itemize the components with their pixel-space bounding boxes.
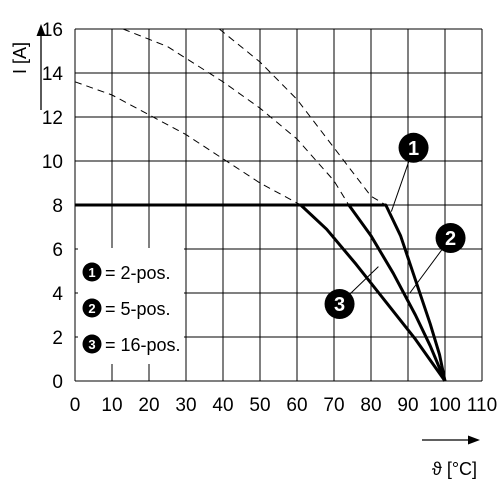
- y-tick-label: 0: [52, 372, 63, 393]
- dashed-curves: [74, 28, 387, 206]
- y-tick-label: 16: [42, 20, 63, 41]
- x-tick-label: 0: [70, 395, 81, 416]
- callout-marker-3: [324, 289, 355, 319]
- solid-curves: [75, 203, 447, 382]
- dashed-curve-2: [122, 28, 350, 206]
- legend-marker-label: 2: [88, 301, 95, 316]
- callout-label-1: 1: [408, 138, 419, 160]
- legend-entry: = 16-pos.: [105, 335, 181, 355]
- y-tick-label: 10: [42, 152, 63, 173]
- x-tick-label: 90: [397, 395, 418, 416]
- legend-entry: = 2-pos.: [105, 263, 171, 283]
- x-tick-labels: 0 10 20 30 40 50 60 70 80 90 100 110: [70, 395, 497, 416]
- y-tick-labels: 0 2 4 6 8 10 12 14 16: [42, 20, 64, 393]
- legend-marker-label: 3: [88, 337, 95, 352]
- x-tick-label: 20: [138, 395, 159, 416]
- y-tick-label: 8: [52, 196, 63, 217]
- y-tick-label: 14: [42, 64, 64, 85]
- y-tick-label: 4: [52, 284, 63, 305]
- dashed-curve-3: [74, 81, 301, 206]
- legend-marker-2: [82, 298, 102, 318]
- x-axis-arrowhead: [468, 435, 480, 445]
- axis-titles: I [A] ϑ [°C]: [10, 24, 480, 479]
- x-axis-title: ϑ [°C]: [432, 459, 477, 479]
- solid-curve-1: [75, 203, 447, 382]
- y-tick-label: 12: [42, 108, 63, 129]
- y-tick-label: 6: [52, 240, 63, 261]
- y-axis-title: I [A]: [10, 42, 30, 74]
- callout-label-2: 2: [445, 228, 456, 250]
- x-tick-label: 100: [429, 395, 461, 416]
- callout-marker-1: [398, 132, 429, 163]
- y-tick-label: 2: [52, 328, 63, 349]
- x-tick-label: 40: [212, 395, 233, 416]
- legend-marker-3: [82, 334, 102, 354]
- dashed-curve-1: [218, 28, 387, 206]
- x-tick-label: 110: [467, 395, 497, 416]
- x-tick-label: 80: [360, 395, 381, 416]
- callout-label-3: 3: [334, 294, 345, 316]
- legend: 1 = 2-pos. 2 = 5-pos. 3 = 16-pos.: [78, 248, 184, 364]
- x-tick-label: 50: [249, 395, 270, 416]
- y-axis-arrowhead: [36, 24, 46, 36]
- solid-curve-2: [75, 203, 447, 382]
- x-tick-label: 70: [323, 395, 344, 416]
- legend-entry: = 5-pos.: [105, 299, 171, 319]
- callout-marker-2: [435, 223, 466, 253]
- x-tick-label: 10: [101, 395, 122, 416]
- legend-marker-1: [82, 262, 102, 282]
- x-tick-label: 60: [286, 395, 307, 416]
- x-tick-label: 30: [175, 395, 196, 416]
- curve-callouts: 1 2 3: [324, 132, 466, 319]
- legend-marker-label: 1: [88, 265, 95, 280]
- solid-curve-3: [75, 203, 447, 382]
